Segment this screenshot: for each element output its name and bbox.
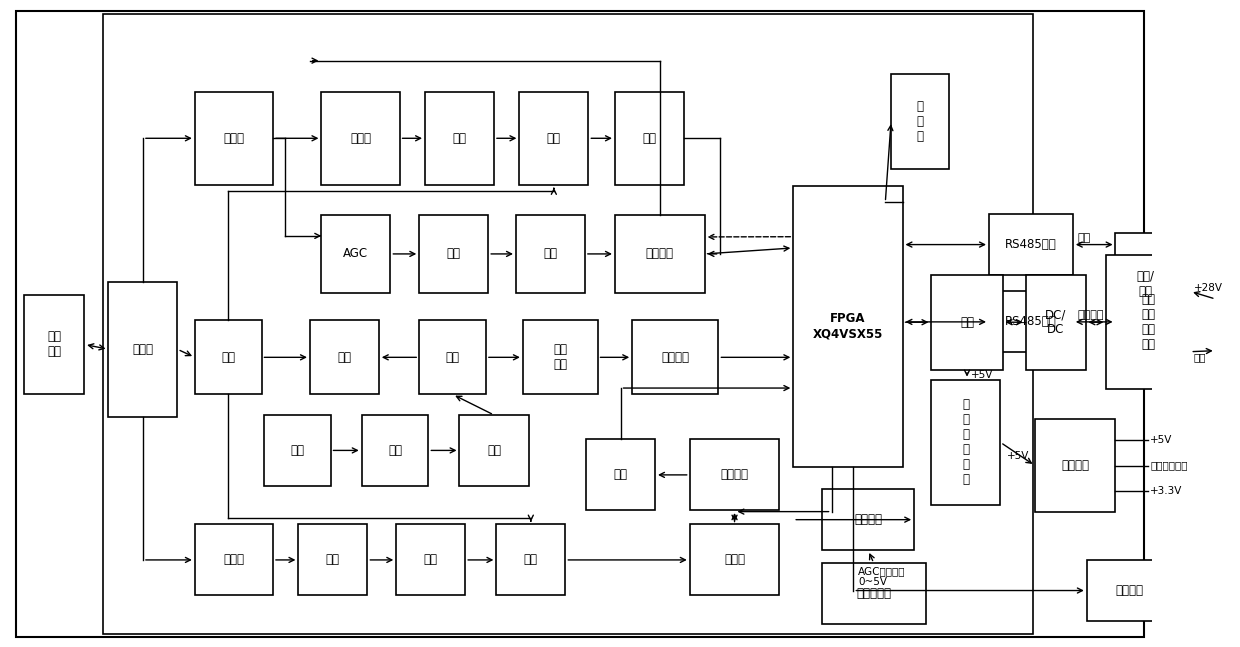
Bar	[496, 525, 565, 595]
Text: +28V: +28V	[1194, 283, 1223, 293]
Text: FPGA
XQ4VSX55: FPGA XQ4VSX55	[812, 313, 883, 340]
Bar	[1025, 274, 1085, 370]
Text: 程序存储器: 程序存储器	[857, 587, 892, 600]
Bar	[689, 525, 780, 595]
Text: RS485接口: RS485接口	[1006, 315, 1056, 329]
Text: 放大: 放大	[388, 444, 402, 457]
Bar	[362, 415, 428, 486]
Bar	[419, 320, 486, 395]
Text: 隔离器: 隔离器	[223, 553, 244, 566]
Bar	[396, 525, 465, 595]
Text: 遥测采集: 遥测采集	[1116, 584, 1143, 597]
Text: 时钟
产生: 时钟 产生	[553, 344, 567, 371]
Text: +5V: +5V	[1149, 435, 1172, 444]
Text: 滤波: 滤波	[446, 247, 461, 261]
Bar	[931, 380, 1001, 505]
Text: 滤波: 滤波	[453, 132, 466, 145]
Text: 0~5V: 0~5V	[858, 576, 887, 587]
Bar	[310, 320, 379, 395]
Text: DC/
DC: DC/ DC	[1045, 308, 1066, 336]
Text: 数字分机供电: 数字分机供电	[1149, 461, 1188, 470]
Text: 本帧: 本帧	[337, 351, 351, 364]
Bar	[1035, 419, 1116, 512]
Text: 运放: 运放	[614, 468, 627, 481]
Bar	[103, 14, 1033, 634]
Bar	[615, 215, 704, 292]
Text: 数模转换: 数模转换	[646, 247, 673, 261]
Text: 射频
信号: 射频 信号	[47, 331, 61, 358]
Text: 混频: 混频	[523, 553, 538, 566]
Bar	[419, 215, 489, 292]
Text: 滤波: 滤波	[326, 553, 340, 566]
Bar	[794, 186, 903, 466]
Bar	[931, 274, 1003, 370]
Bar	[460, 415, 528, 486]
Bar	[195, 92, 273, 185]
Bar	[632, 320, 718, 395]
Text: 电源转换: 电源转换	[1061, 459, 1089, 472]
Bar	[1106, 255, 1190, 389]
Bar	[264, 415, 331, 486]
Bar	[988, 214, 1073, 275]
Text: 放大: 放大	[543, 247, 558, 261]
Text: 主机/
从机: 主机/ 从机	[1136, 270, 1154, 298]
Text: 遥感: 遥感	[1078, 233, 1091, 243]
Text: 放大: 放大	[642, 132, 656, 145]
Text: 回线: 回线	[1194, 352, 1207, 362]
Text: 放大: 放大	[424, 553, 438, 566]
Text: +5V: +5V	[1007, 451, 1029, 461]
Bar	[689, 439, 780, 510]
Bar	[587, 439, 655, 510]
Text: 滤波: 滤波	[487, 444, 501, 457]
Bar	[615, 92, 684, 185]
Bar	[988, 291, 1073, 353]
Bar	[892, 74, 949, 169]
Text: 混频: 混频	[547, 132, 560, 145]
Bar	[520, 92, 588, 185]
Bar	[195, 525, 273, 595]
Text: 遥控遥测: 遥控遥测	[1078, 311, 1104, 320]
Text: AGC: AGC	[343, 247, 368, 261]
Bar	[822, 563, 925, 624]
Bar	[321, 92, 399, 185]
Text: RS485接口: RS485接口	[1006, 238, 1056, 251]
Text: 通
道
分
机
供
电: 通 道 分 机 供 电	[962, 399, 970, 487]
Text: +5V: +5V	[971, 369, 993, 380]
Text: 隔离器: 隔离器	[223, 132, 244, 145]
Text: 低噪放: 低噪放	[350, 132, 371, 145]
Bar	[1116, 233, 1176, 334]
Bar	[299, 525, 367, 595]
Text: 双工器: 双工器	[133, 343, 154, 356]
Text: 测
试
口: 测 试 口	[916, 100, 924, 143]
Bar	[108, 281, 177, 417]
Text: 刷新控制: 刷新控制	[854, 513, 882, 526]
Text: 时钟电路: 时钟电路	[661, 351, 689, 364]
Text: 滤波: 滤波	[960, 316, 975, 329]
Text: 功分: 功分	[445, 351, 460, 364]
Bar	[425, 92, 494, 185]
Text: AGC模拟遥测: AGC模拟遥测	[858, 566, 905, 576]
Bar	[822, 489, 914, 550]
Text: 熔断
器及
浪涌
抑制: 熔断 器及 浪涌 抑制	[1141, 293, 1156, 351]
Text: +3.3V: +3.3V	[1149, 487, 1183, 496]
Bar	[25, 294, 84, 395]
Bar	[1086, 560, 1173, 621]
Bar	[523, 320, 598, 395]
Bar	[1215, 268, 1240, 383]
Text: 模数转换: 模数转换	[720, 468, 749, 481]
Text: 滤波器: 滤波器	[724, 553, 745, 566]
Bar	[321, 215, 391, 292]
Bar	[516, 215, 585, 292]
Text: 晶振: 晶振	[290, 444, 304, 457]
Bar	[195, 320, 262, 395]
Text: 功分: 功分	[221, 351, 236, 364]
